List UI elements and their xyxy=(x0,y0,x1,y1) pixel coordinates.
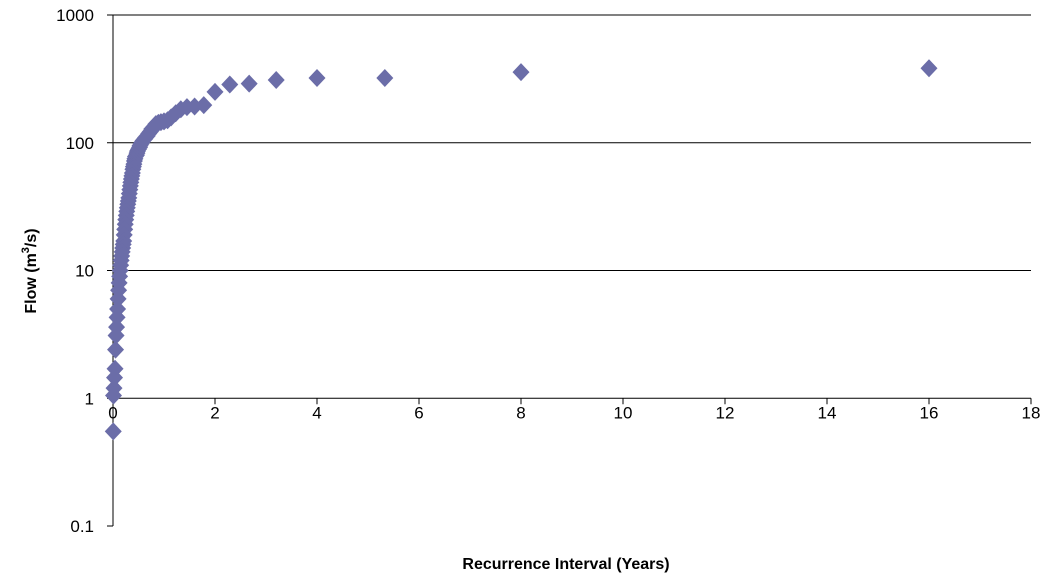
data-point-diamond xyxy=(920,59,938,78)
y-axis-title: Flow (m3/s) xyxy=(20,228,40,313)
data-point-diamond xyxy=(221,75,239,94)
y-tick-label: 0.1 xyxy=(70,517,94,536)
x-tick-label: 14 xyxy=(818,403,837,422)
y-tick-label: 1 xyxy=(85,389,94,408)
data-point-diamond xyxy=(109,289,127,308)
data-point-diamond xyxy=(240,74,258,93)
y-tick-label: 1000 xyxy=(56,6,94,25)
x-tick-label: 8 xyxy=(516,403,525,422)
x-tick-labels: 0 2 4 6 8 10 12 14 16 18 xyxy=(108,403,1040,422)
data-point-diamond xyxy=(107,340,125,359)
y-axis-title-sup: 3 xyxy=(20,247,32,253)
x-tick-label: 16 xyxy=(920,403,939,422)
data-points xyxy=(104,59,938,441)
data-point-diamond xyxy=(267,70,285,89)
y-tick-label: 100 xyxy=(66,134,94,153)
data-point-diamond xyxy=(512,63,530,82)
gridlines xyxy=(113,14,1031,271)
data-point-diamond xyxy=(376,69,394,88)
x-tick-label: 0 xyxy=(108,403,117,422)
data-point-diamond xyxy=(104,422,122,441)
y-axis-title-prefix: Flow (m xyxy=(23,253,40,313)
x-tick-label: 4 xyxy=(312,403,321,422)
x-tick-label: 12 xyxy=(716,403,735,422)
y-tick-label: 10 xyxy=(75,262,94,281)
x-tick-label: 18 xyxy=(1022,403,1041,422)
data-point-diamond xyxy=(108,308,126,327)
data-point-diamond xyxy=(308,69,326,88)
y-axis-title-suffix: /s) xyxy=(23,228,40,247)
y-tick-labels: 0.1 1 10 100 1000 xyxy=(56,6,94,536)
data-point-diamond xyxy=(107,326,125,345)
data-point-diamond xyxy=(105,386,123,405)
x-tick-label: 6 xyxy=(414,403,423,422)
data-point-diamond xyxy=(106,368,124,387)
x-axis-title: Recurrence Interval (Years) xyxy=(462,556,669,573)
data-point-diamond xyxy=(206,82,224,101)
x-tick-label: 10 xyxy=(614,403,633,422)
x-tick-label: 2 xyxy=(210,403,219,422)
